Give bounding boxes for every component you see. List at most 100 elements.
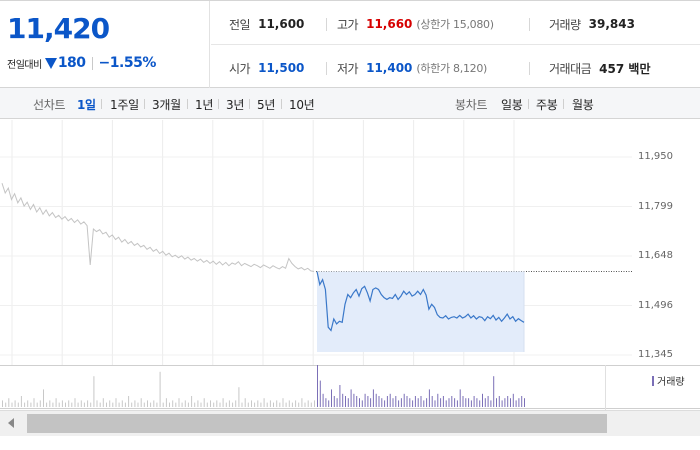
volume-bar-previous [87,400,89,407]
volume-bar-today [479,400,481,407]
volume-bar-today [412,400,414,407]
volume-bar-previous [43,389,44,407]
volume-bar-previous [30,402,32,407]
current-price: 11,420 [7,12,110,45]
volume-bar-today [386,396,388,407]
volume-bar-previous [254,402,256,407]
volume-bar-previous [33,398,35,407]
volume-bar-previous [90,402,92,407]
scroll-left-arrow-icon[interactable] [8,418,14,428]
volume-bar-previous [307,400,309,407]
volume-bar-previous [156,402,158,407]
tab-1year[interactable]: 1년 [195,98,214,112]
volume-bar-previous [2,400,3,407]
today-range-box [317,271,524,352]
volume-bar-today [510,398,511,407]
volume-bar-today [353,393,355,407]
stat-value: 11,500 [258,61,305,75]
volume-bar-previous [131,402,133,407]
volume-bar-previous [5,402,7,407]
today-series [316,271,632,352]
down-triangle-icon [44,57,57,69]
volume-bar-previous [165,398,167,407]
volume-bar-today [518,398,520,407]
volume-bar-today [389,393,391,407]
tab-1day[interactable]: 1일 [77,98,96,112]
volume-bar-today [322,393,324,407]
tab-daily-candle[interactable]: 일봉 [501,98,523,112]
volume-legend-swatch [652,375,654,386]
stock-summary: 11,420 전일대비 180 −1.55% 전일 11,600 고가 11,6… [0,0,700,88]
tab-3months[interactable]: 3개월 [152,98,181,112]
change-row: 전일대비 180 −1.55% [7,55,156,71]
volume-bar-today [417,398,419,407]
tab-divider [528,99,529,109]
volume-bar-previous [153,400,155,407]
volume-bar-previous [235,400,237,407]
volume-bar-previous [285,402,287,407]
tab-divider [563,99,564,109]
volume-bar-today [459,389,461,407]
tab-10years[interactable]: 10년 [289,98,315,112]
volume-bar-today [448,398,450,407]
tab-monthly-candle[interactable]: 월봉 [572,98,594,112]
stat-row-divider [211,44,700,45]
y-tick-label: 11,496 [638,300,673,311]
stat-divider [326,62,327,75]
stat-open: 시가 11,500 [229,60,304,76]
volume-bar-today [493,376,495,407]
volume-bar-today [398,400,400,407]
volume-bar-today [333,396,335,407]
volume-bar-previous [24,402,26,407]
volume-bar-previous [181,402,183,407]
stat-value: 39,843 [588,17,635,31]
volume-bar-previous [17,402,19,407]
stat-label: 전일 [229,17,251,32]
scrollbar-thumb[interactable] [27,414,607,433]
volume-bar-today [426,398,428,407]
volume-bar-previous [172,400,174,407]
volume-bar-previous [219,402,221,407]
volume-bar-previous [276,400,278,407]
volume-bar-previous [310,402,312,407]
volume-bar-previous [150,402,152,407]
stat-low: 저가 11,400 (하한가 8,120) [337,60,487,76]
volume-bar-today [473,396,475,407]
tab-1week[interactable]: 1주일 [110,98,139,112]
volume-bar-previous [77,402,79,407]
tab-5years[interactable]: 5년 [257,98,276,112]
volume-bar-previous [206,402,208,407]
previous-day-series [1,183,315,272]
volume-bar-today [345,396,346,407]
volume-bar-previous [187,402,189,407]
volume-bar-today [451,396,453,407]
volume-bar-previous [203,398,205,407]
volume-bar-previous [175,402,177,407]
candle-chart-title: 봉차트 [455,98,488,112]
chart-scrollbar[interactable] [0,410,700,436]
volume-bar-previous [140,398,142,407]
volume-bar-previous [216,400,218,407]
volume-bar-today [339,385,341,407]
volume-bar-today [437,393,439,407]
tab-3years[interactable]: 3년 [226,98,245,112]
volume-bar-previous [46,402,48,407]
volume-bar-today [403,393,405,407]
volume-bar-previous [124,402,126,407]
volume-bar-today [431,396,433,407]
volume-bar-previous [184,400,186,407]
tab-divider [281,99,282,109]
volume-bar-today [395,396,397,407]
tab-weekly-candle[interactable]: 주봉 [536,98,558,112]
volume-bar-previous [304,402,306,407]
volume-bar-today [498,396,500,407]
volume-bar-previous [102,398,104,407]
volume-bar-today [336,398,338,407]
change-divider [91,56,93,70]
volume-bar-previous [197,400,199,407]
price-box: 11,420 전일대비 180 −1.55% [0,1,210,88]
y-tick-label: 11,345 [638,349,673,360]
volume-bar-today [454,398,456,407]
volume-bar-previous [55,398,57,407]
volume-bar-previous [251,400,252,407]
